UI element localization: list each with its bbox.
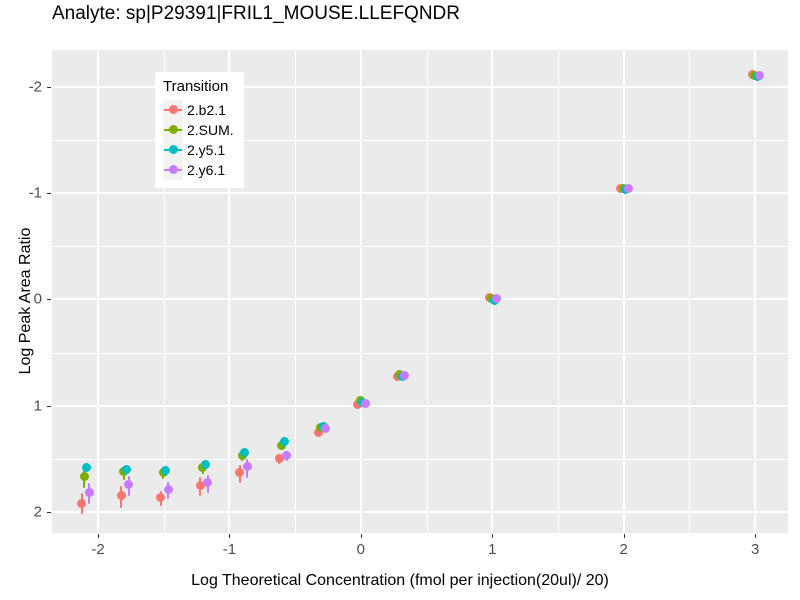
x-tick-mark xyxy=(229,534,231,538)
x-tick-label: 2 xyxy=(619,541,628,558)
data-point xyxy=(755,70,765,80)
y-tick-mark xyxy=(47,405,51,407)
legend-title: Transition xyxy=(163,78,229,95)
data-point xyxy=(163,484,173,494)
data-point xyxy=(242,461,252,471)
gridline-x-minor xyxy=(426,50,428,533)
legend-item-2-b2-1[interactable]: 2.b2.1 xyxy=(163,100,234,120)
gridline-x-major xyxy=(359,50,362,533)
gridline-x-major xyxy=(228,50,231,533)
gridline-y-major xyxy=(52,404,788,407)
data-point xyxy=(124,479,134,489)
x-tick-mark xyxy=(623,534,625,538)
gridline-y-major xyxy=(52,510,788,513)
gridline-x-minor xyxy=(295,50,297,533)
data-point xyxy=(77,498,87,508)
gridline-x-major xyxy=(491,50,494,533)
y-tick-label: 1 xyxy=(33,397,42,415)
y-tick-label: -2 xyxy=(28,78,42,96)
gridline-y-minor xyxy=(52,458,788,460)
x-tick-mark xyxy=(755,534,757,538)
y-tick-label: -1 xyxy=(28,184,42,202)
gridline-y-minor xyxy=(52,140,788,142)
data-point xyxy=(282,451,291,460)
legend: Transition 2.b2.1 2.SUM. 2.y5.1 2.y6.1 xyxy=(155,72,244,188)
legend-key-icon xyxy=(163,140,183,160)
x-tick-mark xyxy=(360,534,362,538)
data-point xyxy=(277,441,286,451)
data-point xyxy=(360,398,370,408)
data-point xyxy=(623,183,633,193)
gridline-x-major xyxy=(754,50,757,533)
gridline-y-minor xyxy=(52,352,788,354)
legend-item-label: 2.SUM. xyxy=(187,122,234,138)
x-axis-label: Log Theoretical Concentration (fmol per … xyxy=(191,572,609,589)
y-tick-mark xyxy=(47,87,51,89)
data-point xyxy=(116,491,126,501)
data-point xyxy=(84,488,94,498)
legend-item-2-y5-1[interactable]: 2.y5.1 xyxy=(163,140,234,160)
x-tick-mark xyxy=(492,534,494,538)
data-point xyxy=(82,462,92,472)
legend-key-icon xyxy=(163,160,183,180)
x-tick-label: -2 xyxy=(91,541,105,558)
gridline-x-major xyxy=(97,50,99,533)
x-tick-label: 3 xyxy=(750,541,760,558)
y-tick-label: 2 xyxy=(33,503,42,521)
data-point xyxy=(195,480,205,490)
data-point xyxy=(156,493,166,503)
legend-item-label: 2.b2.1 xyxy=(187,102,226,118)
gridline-x-minor xyxy=(163,50,165,533)
legend-key-icon xyxy=(163,120,183,140)
data-point xyxy=(240,447,250,457)
data-point xyxy=(274,454,284,464)
page-title: Analyte: sp|P29391|FRIL1_MOUSE.LLEFQNDR xyxy=(52,3,460,24)
legend-item-2-y6-1[interactable]: 2.y6.1 xyxy=(163,160,234,180)
x-tick-label: 0 xyxy=(356,541,366,558)
y-tick-label: 0 xyxy=(33,290,42,308)
gridline-y-major xyxy=(52,192,788,195)
data-point xyxy=(313,427,323,437)
legend-items: 2.b2.1 2.SUM. 2.y5.1 2.y6.1 xyxy=(163,100,234,180)
y-tick-mark xyxy=(47,299,51,301)
data-point xyxy=(79,472,89,482)
data-point xyxy=(400,371,410,381)
gridline-x-minor xyxy=(689,50,691,533)
legend-item-label: 2.y5.1 xyxy=(187,142,226,158)
y-axis-label: Log Peak Area Ratio xyxy=(17,227,34,375)
data-point xyxy=(200,459,210,469)
data-point xyxy=(161,465,171,475)
legend-key-icon xyxy=(163,100,183,120)
data-point xyxy=(279,437,289,447)
legend-item-label: 2.y6.1 xyxy=(187,162,226,178)
legend-item-2-sum-[interactable]: 2.SUM. xyxy=(163,120,234,140)
x-tick-mark xyxy=(98,534,99,538)
y-tick-mark xyxy=(47,193,51,195)
gridline-x-minor xyxy=(558,50,559,533)
gridline-x-major xyxy=(622,50,625,533)
data-point xyxy=(203,477,213,487)
data-point xyxy=(121,464,131,474)
x-tick-label: 1 xyxy=(488,541,497,558)
data-point xyxy=(492,293,502,303)
data-point xyxy=(235,467,245,477)
gridline-y-major xyxy=(52,86,788,89)
x-tick-label: -1 xyxy=(222,541,237,558)
gridline-y-minor xyxy=(52,246,788,248)
y-tick-mark xyxy=(47,511,51,513)
gridline-y-major xyxy=(52,298,788,301)
data-point xyxy=(321,424,331,434)
